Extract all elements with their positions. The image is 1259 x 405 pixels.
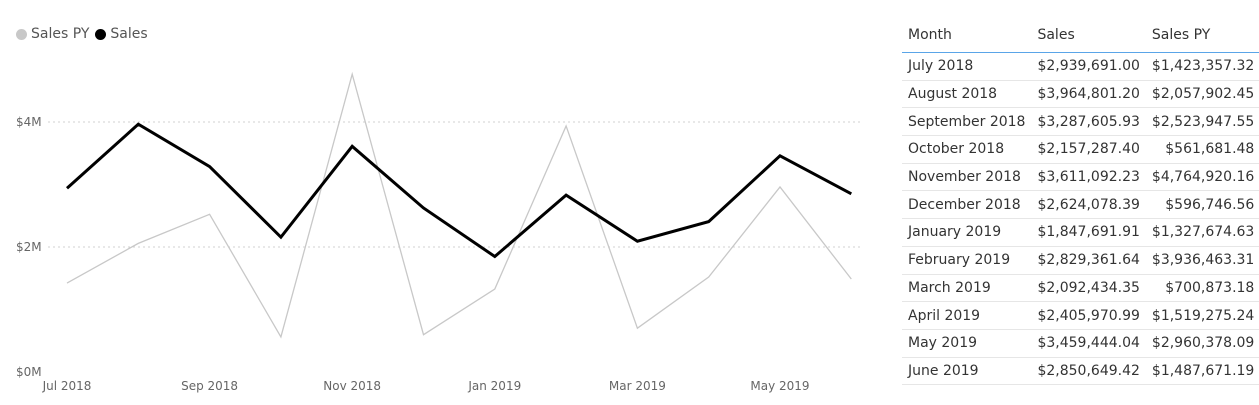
cell-sales-py: $2,523,947.55 — [1145, 107, 1259, 137]
cell-sales: $3,611,092.23 — [1031, 163, 1146, 192]
table-row[interactable]: March 2019 $2,092,434.35 $700,873.18 — [902, 274, 1259, 303]
column-header-month[interactable]: Month — [902, 18, 1032, 53]
cell-sales: $2,939,691.00 — [1031, 52, 1146, 81]
cell-month: December 2018 — [902, 190, 1032, 220]
table-row[interactable]: October 2018 $2,157,287.40 $561,681.48 — [902, 135, 1259, 164]
cell-sales: $2,405,970.99 — [1031, 301, 1146, 330]
cell-sales-py: $1,327,674.63 — [1145, 218, 1259, 247]
table-body: July 2018 $2,939,691.00 $1,423,357.32 Augus… — [902, 52, 1259, 386]
cell-sales-py: $4,764,920.16 — [1145, 163, 1259, 192]
table-header-row: Month Sales Sales PY — [902, 18, 1259, 53]
cell-sales: $3,964,801.20 — [1031, 80, 1146, 109]
line-chart: $0M $2M $4M Jul 2018 Sep 2018 Nov 2018 Jan 201… — [16, 71, 860, 393]
legend-item-sales-py[interactable]: Sales PY — [16, 26, 89, 42]
chart-legend: Sales PY Sales — [16, 26, 154, 42]
cell-month: April 2019 — [902, 301, 1032, 330]
cell-month: September 2018 — [902, 107, 1032, 137]
x-tick-label: Jan 2019 — [467, 379, 521, 393]
table-row[interactable]: June 2019 $2,850,649.42 $1,487,671.19 — [902, 357, 1259, 386]
cell-month: October 2018 — [902, 135, 1032, 164]
y-tick-label: $0M — [16, 365, 42, 379]
cell-month: August 2018 — [902, 80, 1032, 109]
cell-sales-py: $1,519,275.24 — [1145, 301, 1259, 330]
cell-sales: $1,847,691.91 — [1031, 218, 1146, 247]
cell-sales-py: $2,960,378.09 — [1145, 329, 1259, 358]
cell-month: January 2019 — [902, 218, 1032, 247]
column-header-sales[interactable]: Sales — [1031, 18, 1146, 53]
cell-sales-py: $561,681.48 — [1145, 135, 1259, 164]
cell-sales: $3,287,605.93 — [1031, 107, 1146, 137]
cell-month: June 2019 — [902, 357, 1032, 386]
cell-sales: $2,850,649.42 — [1031, 357, 1146, 386]
y-tick-label: $4M — [16, 115, 42, 129]
table-row[interactable]: November 2018 $3,611,092.23 $4,764,920.16 — [902, 163, 1259, 192]
table-row[interactable]: February 2019 $2,829,361.64 $3,936,463.31 — [902, 246, 1259, 275]
cell-sales-py: $1,487,671.19 — [1145, 357, 1259, 386]
y-tick-label: $2M — [16, 240, 42, 254]
legend-item-sales[interactable]: Sales — [95, 26, 148, 42]
series-line-sales-py — [66, 71, 852, 339]
cell-sales: $2,624,078.39 — [1031, 190, 1146, 220]
cell-sales: $2,829,361.64 — [1031, 246, 1146, 275]
cell-month: July 2018 — [902, 52, 1032, 81]
cell-month: March 2019 — [902, 274, 1032, 303]
table-row[interactable]: January 2019 $1,847,691.91 $1,327,674.63 — [902, 218, 1259, 247]
x-tick-label: Sep 2018 — [181, 379, 238, 393]
table-row[interactable]: August 2018 $3,964,801.20 $2,057,902.45 — [902, 80, 1259, 109]
x-tick-label: May 2019 — [750, 379, 809, 393]
table-row[interactable]: April 2019 $2,405,970.99 $1,519,275.24 — [902, 301, 1259, 330]
x-tick-label: Jul 2018 — [42, 379, 92, 393]
legend-label-sales-py: Sales PY — [31, 26, 90, 42]
cell-sales: $2,157,287.40 — [1031, 135, 1146, 164]
cell-sales-py: $2,057,902.45 — [1145, 80, 1259, 109]
cell-sales: $2,092,434.35 — [1031, 274, 1146, 303]
table-row[interactable]: December 2018 $2,624,078.39 $596,746.56 — [902, 190, 1259, 220]
cell-sales-py: $596,746.56 — [1145, 190, 1259, 220]
sales-table: Month Sales Sales PY July 2018 $2,939,691… — [902, 18, 1259, 386]
cell-month: May 2019 — [902, 329, 1032, 358]
table-row[interactable]: September 2018 $3,287,605.93 $2,523,947.55 — [902, 107, 1259, 137]
cell-sales-py: $1,423,357.32 — [1145, 52, 1259, 81]
x-tick-label: Nov 2018 — [323, 379, 381, 393]
cell-sales-py: $700,873.18 — [1145, 274, 1259, 303]
cell-sales-py: $3,936,463.31 — [1145, 246, 1259, 275]
series-line-sales — [65, 122, 853, 259]
x-tick-label: Mar 2019 — [609, 379, 666, 393]
legend-marker-sales-py-icon — [16, 28, 27, 40]
cell-month: November 2018 — [902, 163, 1032, 192]
legend-marker-sales-icon — [95, 28, 107, 40]
table-row[interactable]: July 2018 $2,939,691.00 $1,423,357.32 — [902, 52, 1259, 81]
cell-sales: $3,459,444.04 — [1031, 329, 1146, 358]
legend-label-sales: Sales — [110, 26, 148, 42]
cell-month: February 2019 — [902, 246, 1032, 275]
column-header-sales-py[interactable]: Sales PY — [1145, 18, 1259, 53]
table-row[interactable]: May 2019 $3,459,444.04 $2,960,378.09 — [902, 329, 1259, 358]
